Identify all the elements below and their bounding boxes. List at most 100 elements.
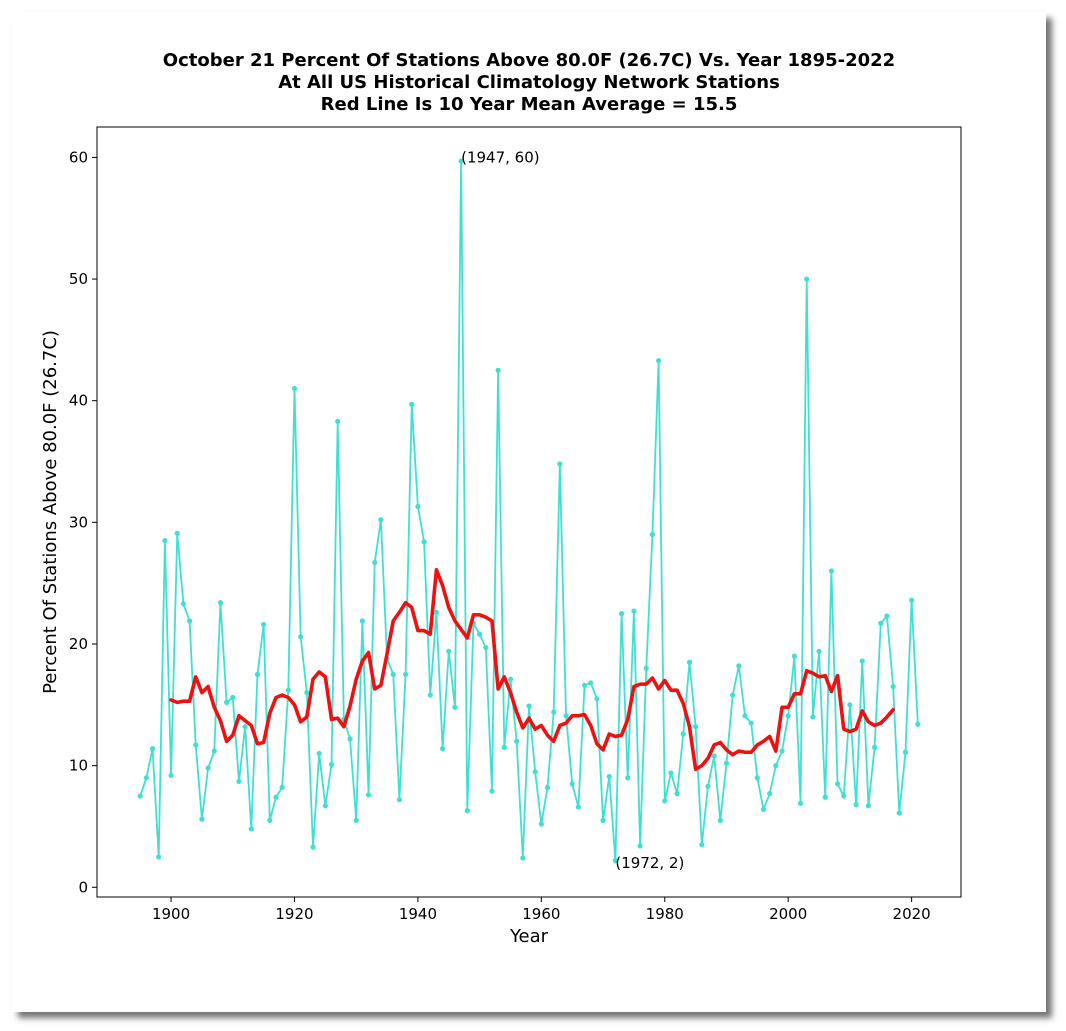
data-point — [773, 763, 779, 769]
data-point — [446, 648, 452, 654]
data-point — [705, 783, 711, 789]
data-point — [557, 461, 563, 467]
data-point — [686, 659, 693, 665]
data-point — [304, 690, 310, 696]
data-point — [168, 772, 174, 778]
data-point — [501, 744, 507, 750]
data-point — [723, 760, 730, 766]
data-point — [606, 773, 612, 780]
data-point — [816, 648, 822, 654]
data-point — [909, 597, 915, 603]
data-point — [378, 517, 384, 523]
data-point — [353, 817, 359, 823]
data-point — [631, 608, 637, 614]
data-point — [872, 744, 878, 750]
data-point — [156, 854, 162, 860]
data-point — [137, 793, 143, 799]
data-point — [581, 682, 588, 688]
data-point — [495, 367, 501, 373]
y-tick-label: 20 — [69, 635, 88, 653]
data-point — [291, 385, 298, 392]
data-point — [273, 794, 279, 800]
data-point — [563, 713, 569, 719]
data-point — [372, 559, 378, 566]
data-point — [600, 817, 606, 823]
data-point — [828, 568, 835, 574]
y-tick-label: 60 — [69, 148, 88, 166]
annotation-label: (1972, 2) — [615, 854, 684, 872]
data-point — [452, 704, 458, 710]
data-point — [464, 808, 470, 814]
data-point — [878, 620, 884, 626]
x-tick-label: 2000 — [769, 905, 807, 923]
data-point — [409, 401, 415, 407]
data-point — [359, 618, 365, 624]
mean-line — [169, 567, 895, 772]
data-point — [588, 680, 594, 686]
data-point — [205, 765, 211, 771]
data-point — [859, 658, 865, 664]
data-line — [139, 160, 919, 862]
data-point — [267, 817, 273, 823]
data-point — [791, 653, 797, 659]
data-point — [279, 784, 285, 791]
data-point — [618, 610, 625, 617]
data-point — [458, 158, 464, 164]
chart-title-line-2: At All US Historical Climatology Network… — [278, 72, 780, 93]
data-point — [797, 800, 804, 806]
data-point — [230, 694, 236, 701]
x-tick-label: 1980 — [646, 905, 684, 923]
data-point — [285, 687, 291, 693]
data-point — [711, 753, 717, 759]
data-point — [440, 746, 446, 752]
data-point — [316, 750, 322, 757]
data-point — [767, 791, 773, 797]
data-point — [674, 791, 680, 797]
x-tick-label: 1940 — [399, 905, 437, 923]
data-point — [186, 618, 193, 624]
annotation-label: (1947, 60) — [461, 148, 540, 166]
data-series — [137, 158, 921, 864]
data-point — [335, 418, 341, 424]
data-point — [421, 539, 427, 545]
data-point — [433, 609, 440, 615]
data-point — [310, 844, 316, 850]
data-point — [174, 530, 180, 536]
data-point — [180, 601, 186, 607]
data-point — [865, 803, 872, 809]
data-point — [834, 781, 841, 787]
data-point — [544, 784, 551, 791]
chart-title: October 21 Percent Of Stations Above 80.… — [163, 50, 895, 115]
x-tick-label: 1900 — [152, 905, 190, 923]
data-point — [643, 665, 649, 671]
data-point — [637, 843, 643, 849]
data-point — [902, 749, 909, 755]
data-point — [199, 816, 205, 822]
data-point — [884, 613, 890, 619]
data-point — [551, 709, 557, 715]
data-point — [514, 738, 520, 744]
data-point — [680, 731, 686, 737]
y-tick-label: 10 — [69, 757, 88, 775]
data-point — [396, 797, 402, 803]
data-point — [322, 803, 328, 809]
data-point — [649, 531, 656, 538]
data-point — [149, 746, 156, 752]
data-point — [754, 775, 760, 781]
data-point — [748, 720, 754, 726]
data-point — [489, 788, 495, 794]
data-point — [143, 775, 149, 781]
x-tick-label: 1960 — [522, 905, 560, 923]
data-point — [427, 692, 433, 698]
data-point — [415, 503, 421, 510]
data-point — [785, 713, 791, 719]
plot-area — [96, 126, 962, 898]
data-point — [915, 721, 921, 727]
data-point — [248, 826, 254, 832]
chart-title-line-1: October 21 Percent Of Stations Above 80.… — [163, 50, 895, 71]
data-point — [261, 621, 267, 628]
data-point — [896, 810, 902, 816]
data-point — [402, 671, 409, 677]
data-point — [760, 806, 767, 813]
